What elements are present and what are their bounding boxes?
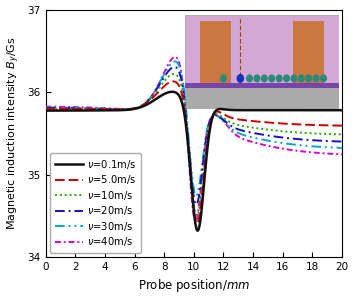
Legend: $\nu$=0.1m/s, $\nu$=5.0m/s, $\nu$=10m/s, $\nu$=20m/s, $\nu$=30m/s, $\nu$=40m/s: $\nu$=0.1m/s, $\nu$=5.0m/s, $\nu$=10m/s,… [50,152,141,253]
Y-axis label: Magnetic induction intensity $B_y$/Gs: Magnetic induction intensity $B_y$/Gs [6,37,22,230]
X-axis label: Probe position/$mm$: Probe position/$mm$ [138,278,250,294]
